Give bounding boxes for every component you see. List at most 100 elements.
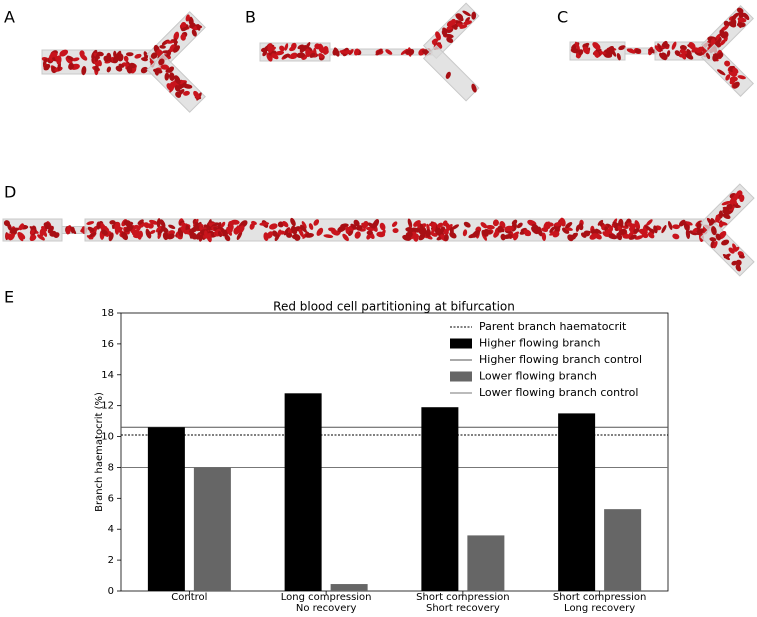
red-blood-cell <box>633 228 640 234</box>
red-blood-cell <box>574 41 580 51</box>
red-blood-cell <box>159 44 166 49</box>
red-blood-cell <box>259 222 270 226</box>
red-blood-cell <box>552 231 560 238</box>
bar <box>147 427 185 591</box>
red-blood-cell <box>679 49 688 55</box>
red-blood-cell <box>344 49 351 55</box>
vessel <box>422 44 480 102</box>
red-blood-cell <box>578 49 584 56</box>
red-blood-cell <box>731 12 739 20</box>
red-blood-cell <box>541 232 547 241</box>
red-blood-cell <box>191 29 197 37</box>
red-blood-cell <box>269 223 278 230</box>
red-blood-cell <box>337 225 346 233</box>
red-blood-cell <box>228 225 233 233</box>
red-blood-cell <box>114 221 121 231</box>
red-blood-cell <box>172 45 181 53</box>
plot-area <box>120 312 669 592</box>
vessel <box>422 2 480 60</box>
red-blood-cell <box>316 227 324 236</box>
red-blood-cell <box>158 58 165 66</box>
red-blood-cell <box>322 48 329 55</box>
red-blood-cell <box>629 223 636 231</box>
red-blood-cell <box>732 243 738 252</box>
red-blood-cell <box>504 225 514 232</box>
red-blood-cell <box>628 234 637 240</box>
red-blood-cell <box>480 222 488 229</box>
red-blood-cell <box>342 233 349 242</box>
red-blood-cell <box>313 219 320 226</box>
red-blood-cell <box>672 224 680 230</box>
red-blood-cell <box>472 230 481 238</box>
red-blood-cell <box>44 225 53 230</box>
vessel-wall <box>700 222 755 277</box>
red-blood-cell <box>523 229 532 236</box>
red-blood-cell <box>497 225 504 233</box>
red-blood-cell <box>737 17 747 23</box>
vessel <box>146 53 206 113</box>
red-blood-cell <box>376 231 386 238</box>
red-blood-cell <box>118 63 125 68</box>
red-blood-cell <box>549 226 555 233</box>
red-blood-cell <box>274 50 285 56</box>
red-blood-cell <box>353 48 360 56</box>
red-blood-cell <box>431 225 436 234</box>
red-blood-cell <box>145 229 152 239</box>
red-blood-cell <box>217 231 222 238</box>
x-tick-label: Short compression Short recovery <box>416 592 510 614</box>
red-blood-cell <box>463 221 471 228</box>
red-blood-cell <box>685 221 693 226</box>
red-blood-cell <box>392 228 399 233</box>
vessel <box>61 225 89 235</box>
red-blood-cell <box>738 9 744 19</box>
red-blood-cell <box>462 229 468 237</box>
red-blood-cell <box>96 221 101 230</box>
y-tick-label: 8 <box>108 462 114 473</box>
red-blood-cell <box>736 261 741 269</box>
red-blood-cell <box>367 222 376 229</box>
bar <box>558 413 596 591</box>
red-blood-cell <box>134 53 142 59</box>
red-blood-cell <box>644 225 653 232</box>
red-blood-cell <box>305 48 311 58</box>
red-blood-cell <box>531 226 539 235</box>
red-blood-cell <box>607 233 618 240</box>
red-blood-cell <box>723 20 730 27</box>
red-blood-cell <box>81 65 87 76</box>
red-blood-cell <box>646 219 653 226</box>
red-blood-cell <box>157 228 164 235</box>
red-blood-cell <box>72 57 80 62</box>
red-blood-cell <box>583 230 591 237</box>
red-blood-cell <box>156 218 161 228</box>
red-blood-cell <box>150 52 158 59</box>
red-blood-cell <box>94 65 99 72</box>
red-blood-cell <box>164 72 170 81</box>
red-blood-cell <box>732 81 740 89</box>
vessel <box>329 47 433 57</box>
red-blood-cell <box>189 22 196 29</box>
red-blood-cell <box>160 64 170 70</box>
red-blood-cell <box>609 46 615 56</box>
y-tick-label: 0 <box>108 586 114 597</box>
red-blood-cell <box>297 44 304 50</box>
y-axis-label: Branch haematocrit (%) <box>94 392 105 512</box>
red-blood-cell <box>436 228 444 234</box>
red-blood-cell <box>18 223 25 231</box>
red-blood-cell <box>219 227 227 236</box>
red-blood-cell <box>165 40 174 44</box>
red-blood-cell <box>450 18 456 26</box>
red-blood-cell <box>137 233 142 240</box>
red-blood-cell <box>545 221 551 230</box>
red-blood-cell <box>582 46 590 55</box>
red-blood-cell <box>715 233 721 241</box>
red-blood-cell <box>647 231 655 239</box>
red-blood-cell <box>30 229 35 235</box>
red-blood-cell <box>318 43 325 54</box>
red-blood-cell <box>43 63 51 71</box>
red-blood-cell <box>578 222 584 231</box>
vessel <box>259 42 331 62</box>
y-tick-label: 4 <box>108 524 114 535</box>
legend-label: Higher flowing branch control <box>479 353 642 366</box>
red-blood-cell <box>455 13 464 22</box>
red-blood-cell <box>308 223 314 230</box>
